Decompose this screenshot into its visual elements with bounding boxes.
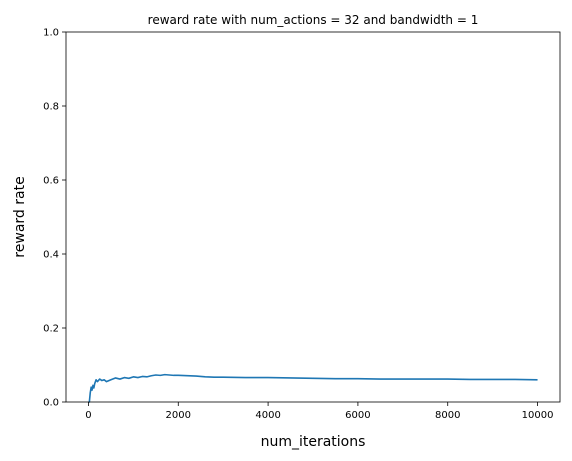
y-axis-label: reward rate xyxy=(12,176,28,257)
x-tick-label: 10000 xyxy=(522,410,554,421)
series-line-0 xyxy=(88,373,538,403)
x-tick-label: 6000 xyxy=(345,410,370,421)
x-tick-label: 4000 xyxy=(255,410,280,421)
x-tick-label: 0 xyxy=(85,410,91,421)
axes-frame xyxy=(65,31,561,403)
x-tick-label: 2000 xyxy=(166,410,191,421)
y-tick-label: 0.4 xyxy=(43,250,59,261)
x-axis-label: num_iterations xyxy=(261,434,366,450)
chart-title: reward rate with num_actions = 32 and ba… xyxy=(148,13,479,27)
x-tick-label: 8000 xyxy=(435,410,460,421)
y-tick-label: 0.6 xyxy=(43,176,59,187)
y-tick-label: 1.0 xyxy=(43,28,59,39)
plot-area: 0 2000 4000 6000 8000 10000 0.0 0.2 0.4 0.6 0.8 1.0 xyxy=(43,28,561,421)
y-tick-label: 0.0 xyxy=(43,398,59,409)
y-tick-label: 0.8 xyxy=(43,102,59,113)
y-tick-label: 0.2 xyxy=(43,324,59,335)
